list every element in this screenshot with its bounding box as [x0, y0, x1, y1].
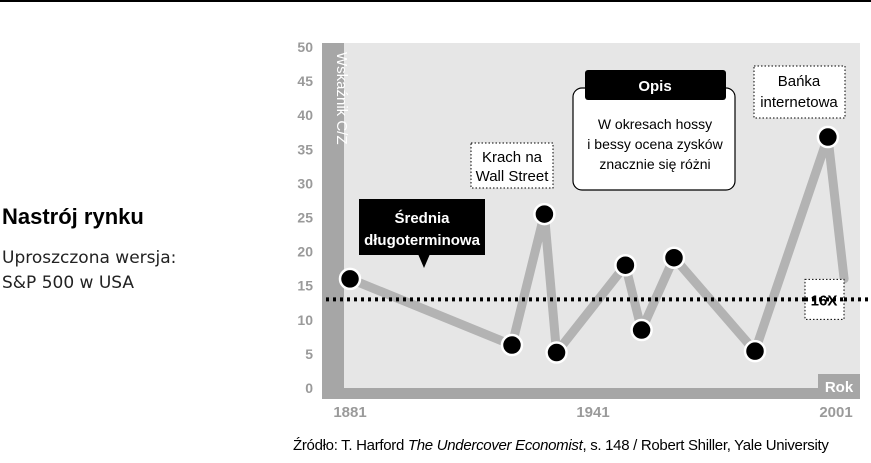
y-tick-labels: 0 5 10 15 20 25 30 35 40 45 50: [297, 39, 313, 396]
y-tick-label: 30: [297, 175, 313, 191]
y-tick-label: 50: [297, 39, 313, 55]
average-callout: Średnia długoterminowa: [359, 199, 485, 268]
crash-label: Krach na Wall Street: [470, 142, 554, 189]
y-tick-label: 0: [305, 380, 313, 396]
bubble-label-line-1: Bańka: [778, 73, 821, 90]
x-axis-title-box: [818, 374, 860, 399]
y-tick-label: 40: [297, 107, 313, 123]
y-tick-label: 15: [297, 278, 313, 294]
x-tick-label: 2001: [819, 404, 852, 421]
data-point: [338, 267, 362, 291]
series-layer: [345, 132, 849, 358]
bubble-label: Bańka internetowa: [753, 65, 846, 119]
average-value-label: 16X: [811, 292, 838, 309]
description-line-2: i bessy ocena zysków: [587, 136, 723, 152]
x-tick-labels: 1881 1941 2001: [333, 404, 852, 421]
source-book: The Undercover Economist: [407, 437, 583, 454]
y-tick-label: 5: [305, 346, 313, 362]
bubble-label-line-2: internetowa: [760, 94, 838, 111]
markers-layer: [338, 125, 840, 364]
source-prefix: Źródło: T. Harford: [293, 437, 408, 454]
data-point: [743, 339, 767, 363]
description-box: Opis W okresach hossy i bessy ocena zysk…: [572, 70, 736, 191]
y-tick-label: 25: [297, 210, 313, 226]
data-point: [662, 246, 686, 269]
y-tick-label: 20: [297, 244, 313, 260]
page-title: Nastrój rynku: [2, 204, 144, 229]
description-title: Opis: [638, 78, 671, 95]
x-axis-title: Rok: [825, 379, 854, 396]
average-value-box: [804, 278, 845, 320]
data-point: [614, 253, 637, 277]
crash-label-line-1: Krach na: [482, 149, 543, 166]
x-tick-label: 1881: [333, 404, 366, 421]
description-line-1: W okresach hossy: [598, 116, 712, 132]
data-point: [816, 125, 840, 149]
data-point: [533, 202, 556, 226]
subtitle-line-1: Uproszczona wersja:: [2, 248, 177, 268]
average-layer: 16X: [326, 278, 868, 320]
source-note: Źródło: T. Harford The Undercover Econom…: [293, 437, 829, 454]
average-callout-line-1: Średnia: [394, 209, 450, 227]
top-rule: [0, 0, 871, 2]
x-axis-bar: [322, 388, 860, 399]
series-line: [345, 132, 849, 358]
source-suffix: , s. 148 / Robert Shiller, Yale Universi…: [582, 437, 829, 454]
x-tick-label: 1941: [576, 404, 609, 421]
data-point: [500, 333, 524, 357]
data-point: [545, 341, 568, 364]
data-point: [630, 318, 653, 342]
y-tick-label: 45: [297, 73, 313, 89]
average-callout-line-2: długoterminowa: [364, 232, 480, 249]
crash-label-line-2: Wall Street: [476, 168, 550, 185]
y-axis-bar: [322, 43, 344, 399]
y-tick-label: 10: [297, 312, 313, 328]
y-axis-title: Wskaźnik C/Z: [333, 52, 350, 145]
y-tick-label: 35: [297, 141, 313, 157]
subtitle-line-2: S&P 500 w USA: [2, 273, 135, 293]
description-line-3: znacznie się różni: [599, 156, 710, 172]
page-subtitle: Uproszczona wersja: S&P 500 w USA: [2, 246, 176, 296]
